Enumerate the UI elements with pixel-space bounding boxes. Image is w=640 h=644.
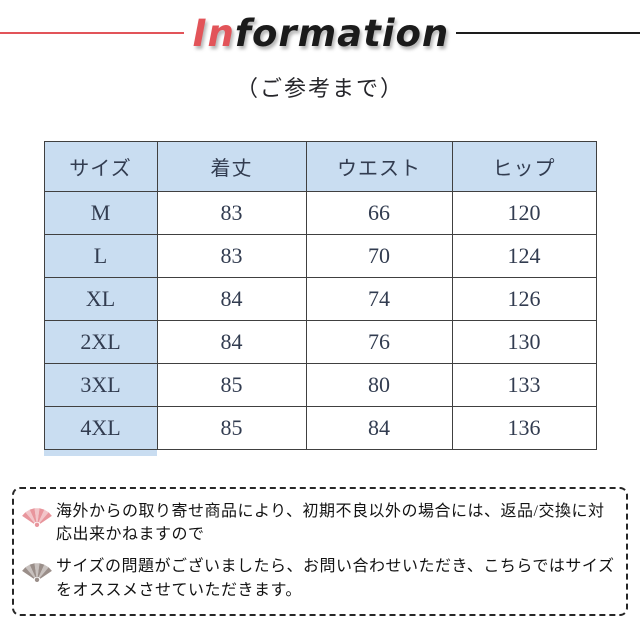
folding-fan-icon <box>22 557 52 583</box>
waist-cell: 70 <box>305 234 453 278</box>
table-row: XL 84 74 126 <box>43 277 597 321</box>
table-row: M 83 66 120 <box>43 191 597 235</box>
waist-cell: 76 <box>305 320 453 364</box>
hip-cell: 133 <box>451 363 597 407</box>
col-header-size: サイズ <box>43 141 158 192</box>
notes-box: 海外からの取り寄せ商品により、初期不良以外の場合には、返品/交換に対応出来かねま… <box>12 487 628 616</box>
table-row: 4XL 85 84 136 <box>43 406 597 450</box>
size-cell: 3XL <box>43 363 158 407</box>
col-header-length: 着丈 <box>156 141 307 192</box>
subtitle: （ご参考まで） <box>235 76 404 101</box>
waist-cell: 80 <box>305 363 453 407</box>
folding-fan-icon <box>22 502 52 528</box>
header-right-line <box>456 32 640 34</box>
size-cell: 2XL <box>43 320 158 364</box>
length-cell: 84 <box>156 320 307 364</box>
size-cell: L <box>43 234 158 278</box>
length-cell: 85 <box>156 363 307 407</box>
length-cell: 83 <box>156 234 307 278</box>
fan-glyph <box>22 563 52 583</box>
hip-cell: 120 <box>451 191 597 235</box>
hip-cell: 124 <box>451 234 597 278</box>
header-left-line <box>0 32 184 34</box>
fan-glyph <box>22 508 52 527</box>
table-column-stub <box>44 450 157 456</box>
title-rest: formation <box>234 11 450 55</box>
size-table: サイズ 着丈 ウエスト ヒップ M 83 66 120 L 83 70 124 … <box>43 141 597 450</box>
size-cell: 4XL <box>43 406 158 450</box>
length-cell: 84 <box>156 277 307 321</box>
table-row: 3XL 85 80 133 <box>43 363 597 407</box>
hip-cell: 136 <box>451 406 597 450</box>
size-cell: XL <box>43 277 158 321</box>
note-text: サイズの問題がございましたら、お問い合わせいただき、こちらではサイズをオススメさ… <box>56 558 615 599</box>
table-header-row: サイズ 着丈 ウエスト ヒップ <box>43 141 597 192</box>
size-cell: M <box>43 191 158 235</box>
table-row: 2XL 84 76 130 <box>43 320 597 364</box>
title-accent: In <box>192 11 235 55</box>
length-cell: 83 <box>156 191 307 235</box>
col-header-waist: ウエスト <box>305 141 453 192</box>
size-info-panel: Information （ご参考まで） サイズ 着丈 ウエスト ヒップ M 83… <box>0 4 640 616</box>
table-row: L 83 70 124 <box>43 234 597 278</box>
hip-cell: 130 <box>451 320 597 364</box>
header: Information <box>0 4 640 62</box>
note-item: 海外からの取り寄せ商品により、初期不良以外の場合には、返品/交換に対応出来かねま… <box>20 500 618 546</box>
hip-cell: 126 <box>451 277 597 321</box>
page-title: Information <box>193 12 450 55</box>
note-text: 海外からの取り寄せ商品により、初期不良以外の場合には、返品/交換に対応出来かねま… <box>56 503 605 544</box>
waist-cell: 84 <box>305 406 453 450</box>
length-cell: 85 <box>156 406 307 450</box>
waist-cell: 66 <box>305 191 453 235</box>
waist-cell: 74 <box>305 277 453 321</box>
col-header-hip: ヒップ <box>451 141 597 192</box>
note-item: サイズの問題がございましたら、お問い合わせいただき、こちらではサイズをオススメさ… <box>20 555 618 601</box>
